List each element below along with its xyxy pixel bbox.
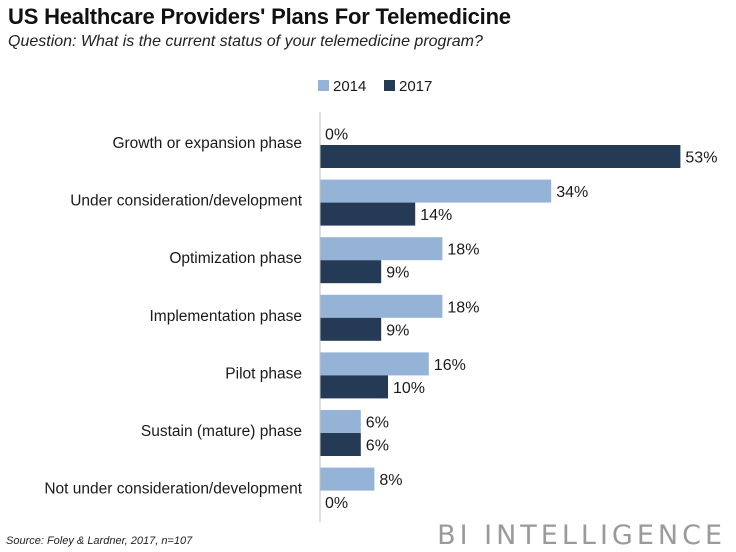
- source-note: Source: Foley & Lardner, 2017, n=107: [6, 535, 193, 547]
- brand-logo: BI INTELLIGENCE: [437, 520, 726, 551]
- category-label: Implementation phase: [149, 308, 302, 325]
- data-label-2014: 8%: [379, 472, 402, 489]
- data-label-2014: 18%: [447, 299, 479, 316]
- data-label-2014: 16%: [434, 357, 466, 374]
- data-label-2014: 34%: [556, 184, 588, 201]
- legend-swatch-2017: [384, 80, 395, 91]
- data-label-2014: 0%: [325, 127, 348, 144]
- legend-label-2017: 2017: [399, 78, 432, 95]
- data-label-2017: 53%: [685, 150, 717, 167]
- legend-swatch-2014: [318, 80, 329, 91]
- bar-2014: [320, 352, 429, 376]
- data-label-2017: 14%: [420, 207, 452, 224]
- data-label-2017: 0%: [325, 495, 348, 512]
- bar-2017: [320, 317, 382, 341]
- bar-2014: [320, 294, 443, 318]
- bar-2017: [320, 145, 681, 168]
- chart-title: US Healthcare Providers' Plans For Telem…: [8, 4, 511, 29]
- bar-2014: [320, 410, 361, 433]
- data-label-2014: 6%: [366, 415, 389, 432]
- chart-subtitle: Question: What is the current status of …: [8, 33, 483, 50]
- category-label: Growth or expansion phase: [112, 135, 302, 152]
- legend-label-2014: 2014: [333, 78, 366, 95]
- bar-2014: [320, 179, 552, 203]
- bar-2014: [320, 237, 443, 261]
- bar-2014: [320, 467, 375, 491]
- data-label-2014: 18%: [447, 242, 479, 259]
- category-label: Optimization phase: [169, 250, 302, 267]
- bar-2017: [320, 202, 416, 226]
- category-label: Sustain (mature) phase: [141, 423, 302, 440]
- data-label-2017: 9%: [386, 322, 409, 339]
- category-label: Under consideration/development: [70, 193, 302, 210]
- bar-2017: [320, 260, 382, 284]
- data-label-2017: 6%: [366, 438, 389, 455]
- data-label-2017: 10%: [393, 380, 425, 397]
- category-label: Not under consideration/development: [44, 481, 302, 498]
- bar-2017: [320, 375, 388, 399]
- data-label-2017: 9%: [386, 265, 409, 282]
- bar-2017: [320, 433, 361, 456]
- category-label: Pilot phase: [225, 365, 302, 382]
